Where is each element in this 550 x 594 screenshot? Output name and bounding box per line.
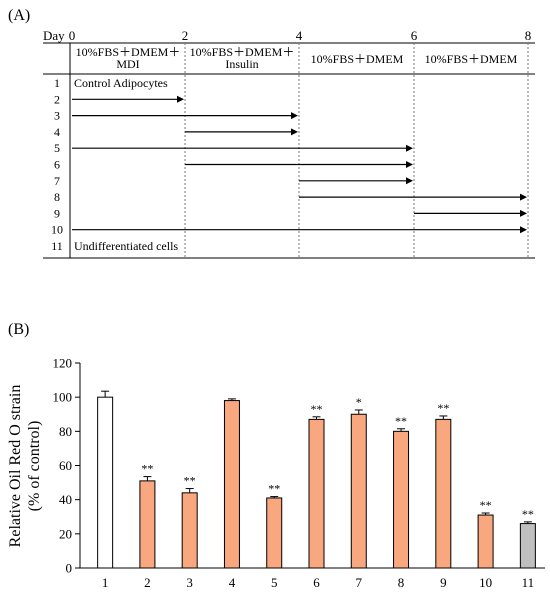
panel-b-label: (B) <box>8 321 29 338</box>
phase-header-line1: 10%FBS＋DMEM＋ <box>190 45 295 59</box>
row-number: 7 <box>54 174 60 188</box>
day-label: Day <box>43 28 65 43</box>
bar <box>139 480 156 569</box>
treatment-arrow-head <box>177 95 184 103</box>
x-tick-label: 7 <box>356 575 363 590</box>
bars: 1 ** 2 ** 3 4 ** 5 ** 6 * 7 ** 8 ** 9 ** 10 ** 11 <box>97 390 536 590</box>
y-tick-label: 60 <box>59 458 72 473</box>
x-tick-label: 6 <box>313 575 320 590</box>
panel-a-label: (A) <box>8 7 30 24</box>
day-tick: 6 <box>411 28 418 43</box>
treatment-arrow-head <box>520 226 527 234</box>
bar <box>181 492 198 569</box>
x-tick-label: 8 <box>398 575 405 590</box>
x-tick-label: 11 <box>522 575 535 590</box>
treatment-arrow-head <box>520 209 527 217</box>
phase-header-line1: 10%FBS＋DMEM <box>311 52 404 66</box>
phase-header-line2: Insulin <box>225 57 258 71</box>
row-number: 6 <box>54 158 60 172</box>
y-tick-label: 80 <box>59 424 72 439</box>
treatment-arrow-head <box>406 144 413 152</box>
panel-b-chart: (B) Relative Oil Red O strain (% of cont… <box>7 321 545 590</box>
x-tick-label: 9 <box>440 575 447 590</box>
significance-marker: ** <box>480 498 492 512</box>
row-label: Undifferentiated cells <box>74 239 178 253</box>
significance-marker: ** <box>395 414 407 428</box>
x-tick-label: 4 <box>229 575 236 590</box>
row-number: 10 <box>51 223 63 237</box>
significance-marker: * <box>356 395 362 409</box>
bar <box>350 413 367 569</box>
treatment-arrow-head <box>406 161 413 168</box>
treatment-arrow-head <box>406 177 413 185</box>
y-tick-label: 120 <box>53 356 73 371</box>
treatment-arrow-head <box>520 193 527 201</box>
bar <box>477 514 494 569</box>
significance-marker: ** <box>141 462 153 476</box>
row-number: 11 <box>51 239 63 253</box>
y-tick-label: 0 <box>66 561 73 576</box>
phase-header-line2: MDI <box>116 57 139 71</box>
x-tick-label: 1 <box>102 575 109 590</box>
row-number: 2 <box>54 92 60 106</box>
x-tick-label: 10 <box>479 575 492 590</box>
schedule-rows: 1 Control Adipocytes 2 3 4 5 6 7 8 9 10 11 Undiffere… <box>51 76 527 253</box>
significance-marker: ** <box>311 402 323 416</box>
day-tick: 8 <box>525 28 532 43</box>
x-tick-label: 5 <box>271 575 278 590</box>
significance-marker: ** <box>184 474 196 488</box>
day-tick: 4 <box>296 28 303 43</box>
bar <box>223 400 240 569</box>
y-tick-label: 100 <box>53 390 73 405</box>
treatment-arrow-head <box>291 128 298 136</box>
panel-a-schedule: (A) Day 0 2 4 6 8 10%FBS＋DMEM＋ MDI 10%FB… <box>8 7 535 259</box>
row-number: 5 <box>54 141 60 155</box>
y-tick-label: 40 <box>59 492 72 507</box>
row-number: 1 <box>54 76 60 90</box>
row-label: Control Adipocytes <box>74 76 168 90</box>
bar <box>266 497 283 569</box>
y-axis-label: Relative Oil Red O strain <box>7 385 24 548</box>
day-tick: 2 <box>182 28 189 43</box>
significance-marker: ** <box>437 401 449 415</box>
phase-header-line1: 10%FBS＋DMEM＋ <box>76 45 181 59</box>
row-number: 4 <box>54 125 60 139</box>
phase-header-line1: 10%FBS＋DMEM <box>425 52 518 66</box>
treatment-arrow-head <box>291 112 298 120</box>
row-number: 3 <box>54 109 60 123</box>
bar <box>97 396 114 569</box>
x-tick-label: 3 <box>186 575 193 590</box>
y-axis-label-units: (% of control) <box>26 421 43 512</box>
bar <box>393 430 410 569</box>
row-number: 8 <box>54 190 60 204</box>
bar <box>519 523 536 569</box>
significance-marker: ** <box>522 507 534 521</box>
y-tick-label: 20 <box>59 526 72 541</box>
significance-marker: ** <box>268 482 280 496</box>
x-tick-label: 2 <box>144 575 151 590</box>
y-ticks: 0 20 40 60 80 100 120 <box>53 356 80 576</box>
day-tick: 0 <box>69 28 76 43</box>
bar <box>435 418 452 569</box>
row-number: 9 <box>54 206 60 220</box>
bar <box>308 418 325 569</box>
